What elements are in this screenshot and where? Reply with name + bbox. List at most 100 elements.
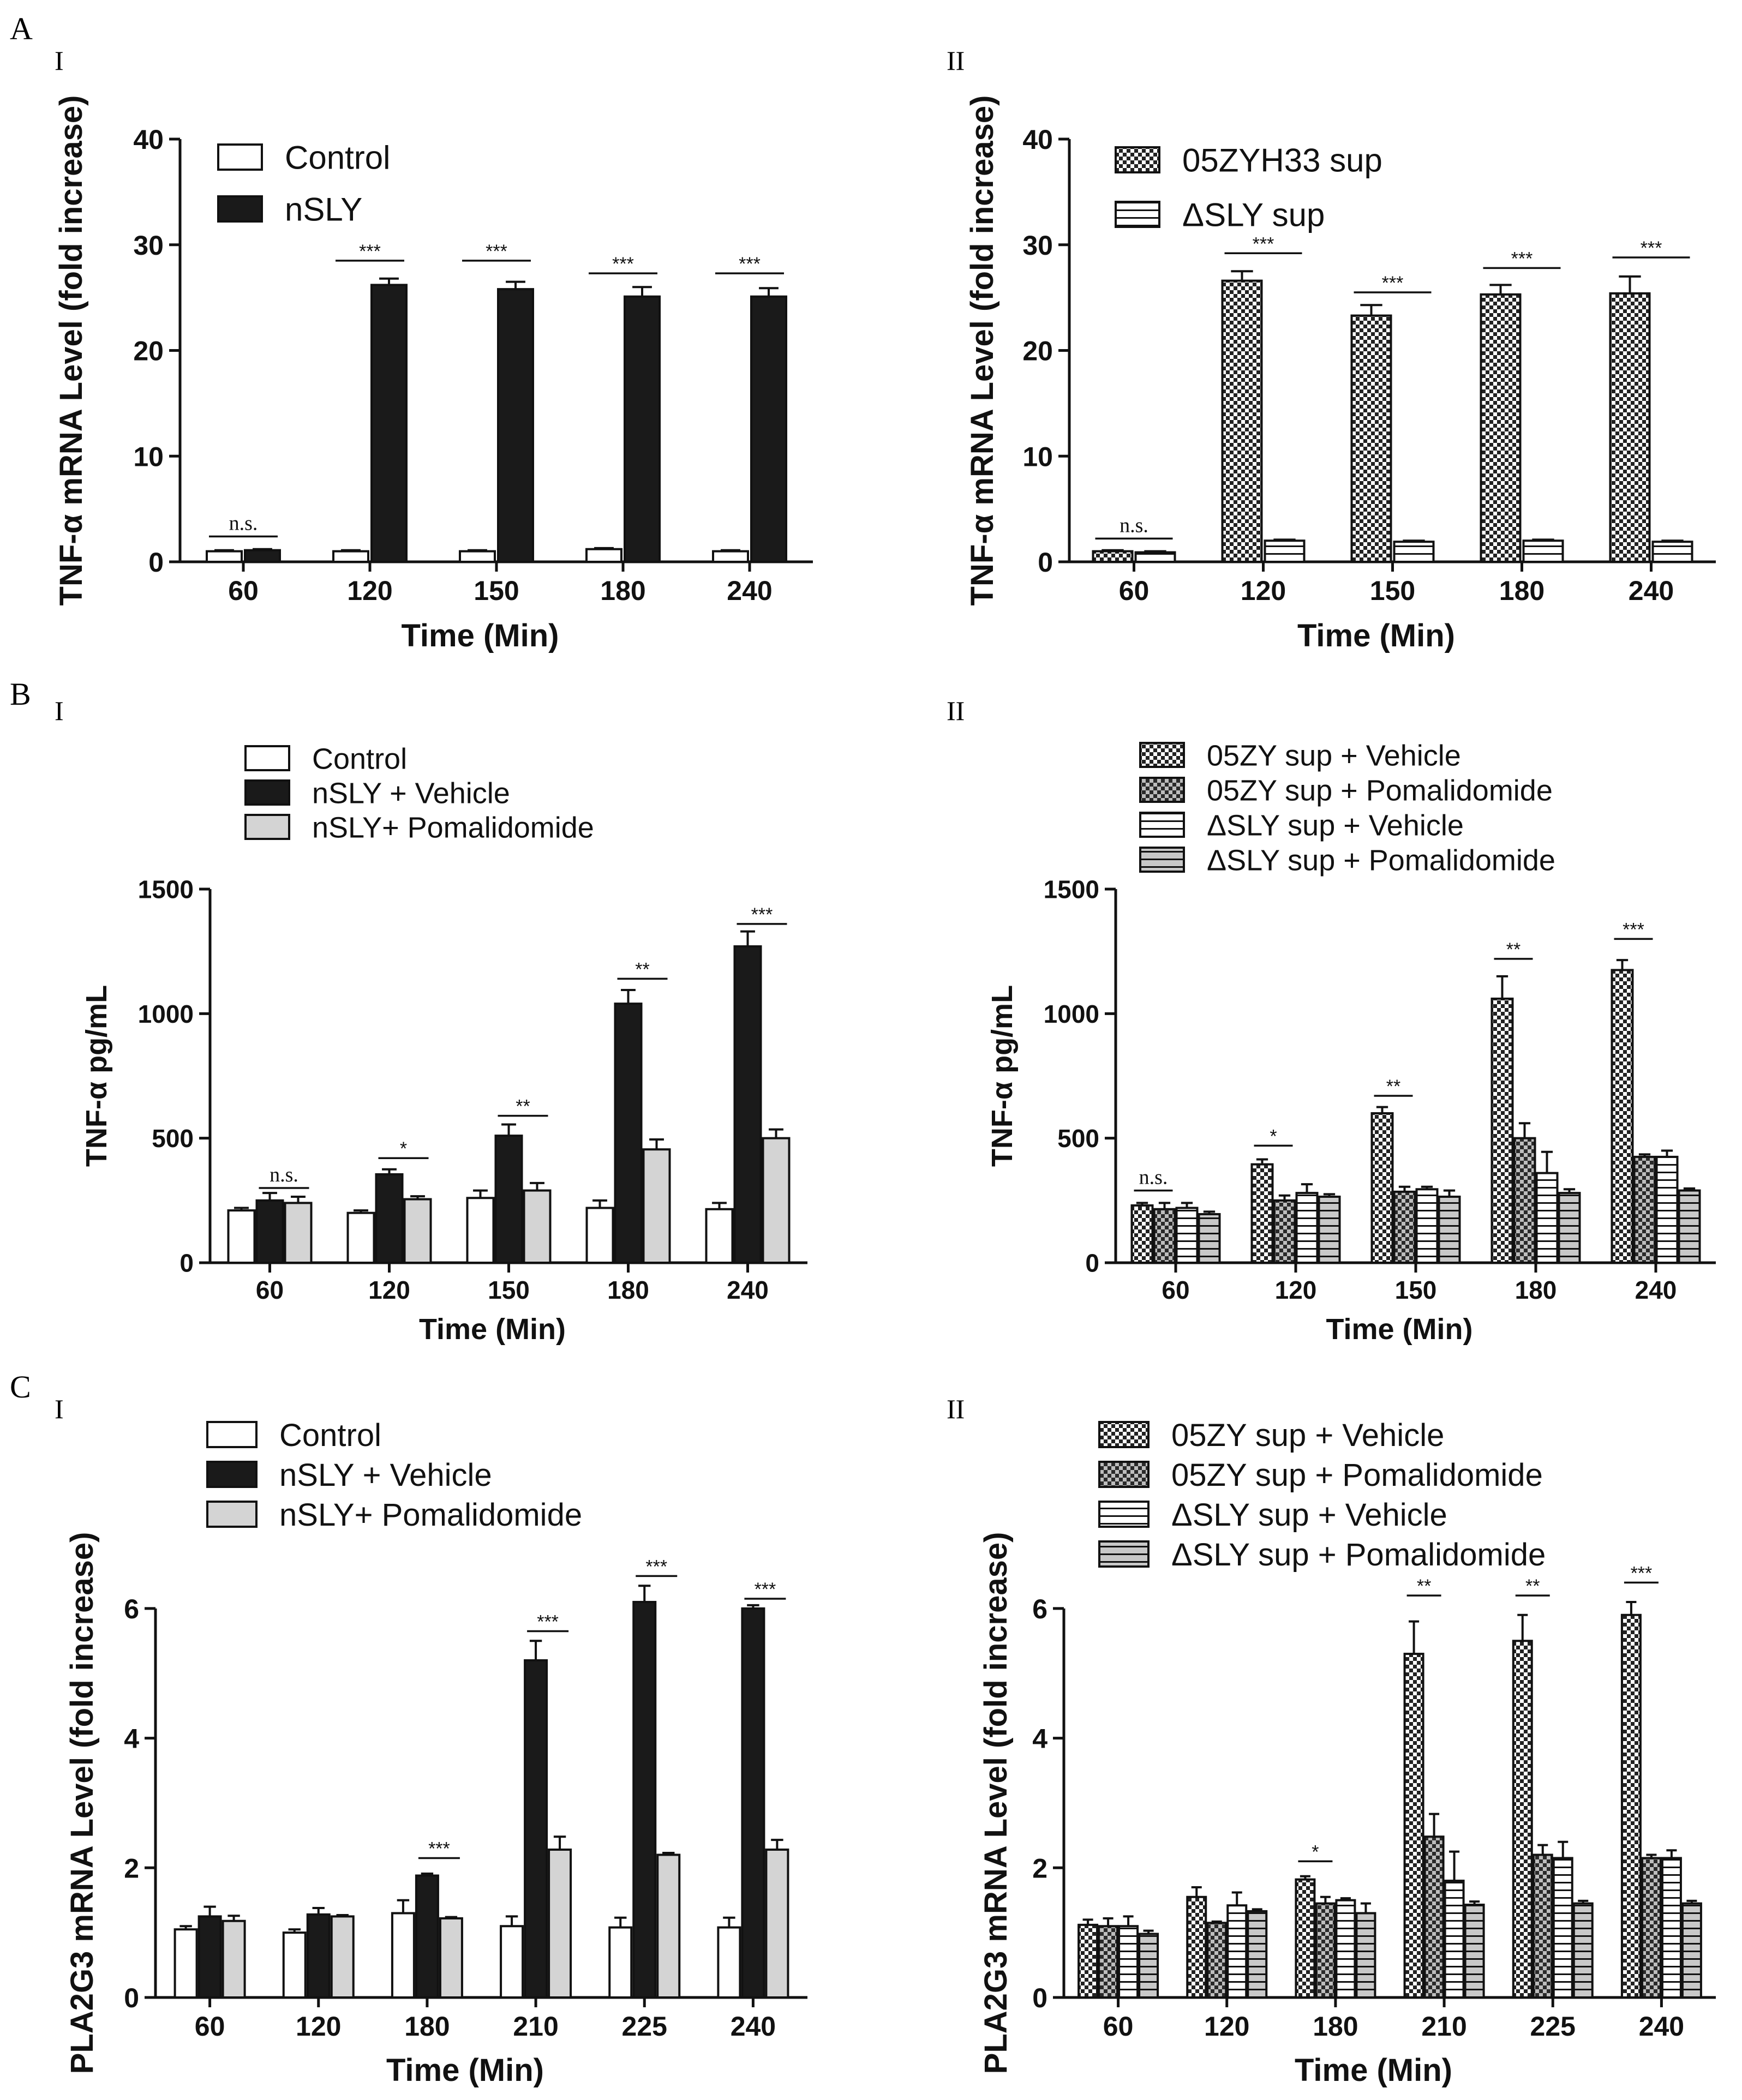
x-axis-label: Time (Min) [402, 618, 559, 653]
y-axis-label: TNF-α mRNA Level (fold increase) [965, 95, 1000, 606]
bar-white [466, 1197, 495, 1264]
x-tick-label: 180 [1499, 575, 1545, 606]
y-tick-label: 40 [133, 124, 164, 155]
x-tick-label: 60 [256, 1276, 284, 1304]
y-tick-label: 1500 [138, 875, 194, 904]
y-tick-label: 10 [133, 441, 164, 472]
bar-white [705, 1208, 734, 1264]
legend-swatch [1098, 1501, 1150, 1528]
x-tick-label: 150 [474, 575, 519, 606]
x-tick-label: 120 [368, 1276, 410, 1304]
significance-label: *** [1623, 919, 1644, 940]
significance-label: *** [1511, 248, 1533, 269]
legend-entry: nSLY [285, 191, 362, 228]
x-tick-label: 225 [1530, 2011, 1576, 2042]
bar-checker-gray [1098, 1925, 1119, 1999]
x-tick-label: 210 [513, 2011, 558, 2042]
legend-swatch [1098, 1461, 1150, 1488]
bar-black [733, 945, 762, 1264]
bar-hstripe [1335, 1899, 1356, 1999]
panel-letter-a: A [10, 11, 33, 46]
legend-swatch [1139, 847, 1185, 873]
bar-checker [1077, 1923, 1099, 1999]
bar-checker [1092, 550, 1134, 563]
bar-white [346, 1211, 375, 1264]
bar-checker [1250, 1163, 1274, 1264]
x-tick-label: 120 [1204, 2011, 1249, 2042]
bar-hstripe-gray [1678, 1189, 1701, 1264]
legend-entry: ΔSLY sup + Pomalidomide [1207, 844, 1555, 877]
y-tick-label: 30 [133, 230, 164, 261]
significance-label: *** [428, 1838, 450, 1859]
significance-label: n.s. [229, 512, 258, 535]
bar-hstripe [1264, 539, 1306, 563]
x-tick-label: 60 [1162, 1276, 1189, 1304]
chart-b-i: 0 500 1000 1500 60 120 150 180 240 Time (Min) TNF-… [80, 742, 807, 1346]
significance-label: n.s. [1139, 1166, 1168, 1189]
significance-label: * [1270, 1126, 1277, 1147]
y-tick-label: 4 [124, 1724, 139, 1754]
x-tick-label: 180 [600, 575, 645, 606]
significance-label: * [1312, 1841, 1319, 1862]
x-tick-label: 180 [1515, 1276, 1557, 1304]
significance-label: *** [1253, 233, 1274, 254]
legend-entry: nSLY + Vehicle [279, 1457, 492, 1493]
legend-entry: nSLY+ Pomalidomide [312, 811, 594, 844]
sub-label-a-ii: II [947, 45, 965, 76]
bar-gray [439, 1917, 463, 1999]
legend-swatch [1139, 777, 1185, 803]
legend-entry: nSLY+ Pomalidomide [279, 1497, 582, 1533]
bar-gray [548, 1849, 572, 1999]
y-axis-label: PLA2G3 mRNA Level (fold increase) [64, 1532, 100, 2074]
legend-swatch [244, 779, 290, 806]
significance-label: *** [755, 1579, 776, 1600]
y-tick-label: 6 [124, 1594, 139, 1624]
x-axis-label: Time (Min) [1326, 1313, 1473, 1346]
y-tick-label: 0 [124, 1983, 139, 2013]
legend-swatch [1115, 201, 1160, 228]
bar-white [391, 1912, 415, 1999]
y-tick-label: 1500 [1044, 875, 1099, 904]
bar-checker-gray [1315, 1902, 1336, 1999]
x-axis-label: Time (Min) [386, 2053, 544, 2088]
legend-swatch [244, 814, 290, 840]
x-tick-label: 60 [1119, 575, 1150, 606]
bar-black [614, 1003, 643, 1264]
bar-checker-gray [1423, 1835, 1445, 1999]
chart-c-i: 0 2 4 6 60 120 180 210 225 240 Time (Min) PLA2G3 mR… [64, 1418, 807, 2088]
bar-gray [765, 1849, 789, 1999]
bar-hstripe [1226, 1904, 1248, 1999]
bar-white [585, 548, 622, 563]
significance-label: ** [1386, 1076, 1400, 1097]
y-tick-label: 1000 [1044, 1000, 1099, 1028]
legend-entry: 05ZY sup + Vehicle [1171, 1418, 1444, 1453]
y-tick-label: 0 [179, 1249, 194, 1277]
bar-checker-gray [1393, 1190, 1416, 1264]
y-tick-label: 2 [1032, 1853, 1047, 1883]
x-tick-label: 240 [727, 1276, 769, 1304]
bar-hstripe-gray [1247, 1910, 1268, 1999]
x-tick-label: 120 [1275, 1276, 1317, 1304]
legend-swatch [206, 1461, 258, 1488]
bar-hstripe [1295, 1192, 1319, 1264]
panel-letter-c: C [10, 1369, 31, 1405]
bar-checker [1350, 314, 1392, 563]
bar-checker-gray [1153, 1208, 1176, 1264]
bar-checker-gray [1532, 1853, 1553, 1999]
bar-checker [1490, 997, 1514, 1264]
x-tick-label: 240 [1629, 575, 1674, 606]
x-tick-label: 180 [1313, 2011, 1358, 2042]
bar-hstripe-gray [1438, 1195, 1461, 1264]
bar-black [415, 1874, 439, 1999]
y-tick-label: 40 [1022, 124, 1053, 155]
bar-checker [1512, 1640, 1533, 1999]
bar-checker [1186, 1895, 1207, 1999]
bar-hstripe-gray [1572, 1902, 1594, 1999]
bar-black [255, 1199, 284, 1264]
bar-checker-gray [1641, 1857, 1662, 1999]
bar-white [717, 1926, 741, 1999]
bar-hstripe [1118, 1925, 1139, 1999]
bar-hstripe [1651, 541, 1693, 563]
y-tick-label: 500 [152, 1124, 194, 1153]
bar-black [750, 295, 787, 563]
